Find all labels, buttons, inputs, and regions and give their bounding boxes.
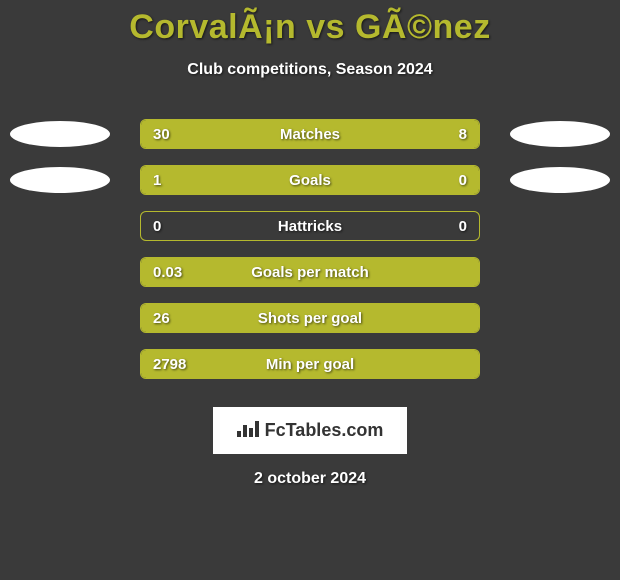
stat-label: Shots per goal [141,304,479,333]
stat-bar: 0.03Goals per match [140,257,480,287]
player-left-ellipse [10,121,110,147]
stat-row: 2798Min per goal [0,349,620,379]
stat-bar: 1Goals0 [140,165,480,195]
subtitle: Club competitions, Season 2024 [0,61,620,79]
stat-bar: 0Hattricks0 [140,211,480,241]
stat-row: 1Goals0 [0,165,620,195]
stat-bar: 26Shots per goal [140,303,480,333]
stat-value-right: 0 [459,212,467,241]
player-right-ellipse [510,121,610,147]
player-right-ellipse [510,167,610,193]
stat-row: 26Shots per goal [0,303,620,333]
stat-value-right: 0 [459,166,467,195]
stat-bar: 2798Min per goal [140,349,480,379]
date-label: 2 october 2024 [0,470,620,488]
chart-icon [237,419,259,442]
comparison-card: CorvalÃ¡n vs GÃ©nez Club competitions, S… [0,0,620,488]
page-title: CorvalÃ¡n vs GÃ©nez [0,8,620,47]
stats-area: 30Matches81Goals00Hattricks00.03Goals pe… [0,119,620,379]
stat-label: Goals per match [141,258,479,287]
stat-row: 0.03Goals per match [0,257,620,287]
stat-row: 0Hattricks0 [0,211,620,241]
stat-label: Hattricks [141,212,479,241]
stat-value-right: 8 [459,120,467,149]
logo-box[interactable]: FcTables.com [213,407,408,454]
stat-bar: 30Matches8 [140,119,480,149]
stat-label: Goals [141,166,479,195]
logo-text: FcTables.com [265,420,384,441]
stat-row: 30Matches8 [0,119,620,149]
stat-label: Matches [141,120,479,149]
player-left-ellipse [10,167,110,193]
stat-label: Min per goal [141,350,479,379]
